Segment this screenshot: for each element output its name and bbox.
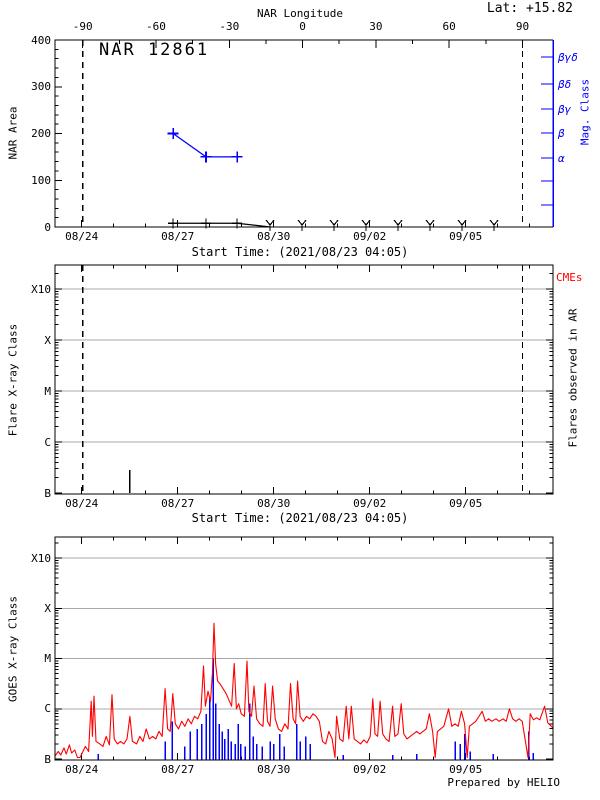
nar-area-tick-label: 200	[31, 127, 51, 140]
mag-class-tick-label: β	[558, 127, 565, 140]
xray-class-tick-label: X	[44, 333, 51, 347]
date-tick-label: 08/24	[65, 763, 99, 776]
nar-area-tick-label: 400	[31, 33, 51, 47]
flares-observed-label: Flares observed in AR	[566, 308, 580, 448]
longitude-tick-label: -90	[72, 20, 93, 33]
longitude-axis-title: NAR Longitude	[256, 7, 344, 20]
xray-class-tick-label: M	[44, 384, 51, 398]
xray-class-tick-label: X10	[31, 282, 51, 296]
longitude-tick-label: -30	[219, 20, 240, 33]
longitude-tick-label: 60	[442, 20, 456, 33]
date-tick-label: 08/30	[257, 230, 291, 243]
date-tick-label: 08/24	[65, 497, 99, 510]
cmes-label: CMEs	[556, 271, 583, 284]
active-region-title: NAR 12861	[99, 40, 210, 60]
date-tick-label: 08/30	[257, 497, 291, 510]
xray-class-tick-label: B	[44, 486, 51, 500]
xray-class-tick-label: X10	[31, 551, 51, 565]
date-tick-label: 09/02	[353, 230, 387, 243]
xray-class-tick-label: M	[44, 652, 51, 665]
mag-class-tick-label: βγ	[558, 103, 572, 116]
nar-area-tick-label: 100	[31, 173, 51, 187]
date-tick-label: 08/24	[65, 230, 99, 243]
date-tick-label: 08/27	[161, 497, 195, 510]
longitude-tick-label: -60	[146, 20, 166, 33]
date-tick-label: 09/05	[449, 230, 483, 243]
prepared-by-label: Prepared by HELIO	[447, 776, 560, 789]
nar-area-tick-label: 300	[31, 80, 51, 94]
latitude-label: Lat: +15.82	[486, 1, 573, 16]
start-time-label-middle: Start Time: (2021/08/23 04:05)	[191, 511, 409, 525]
xray-class-tick-label: C	[44, 702, 51, 716]
xray-class-tick-label: X	[44, 601, 51, 615]
xray-class-tick-label: B	[44, 752, 51, 766]
date-tick-label: 09/05	[449, 497, 483, 510]
longitude-tick-label: 90	[515, 20, 530, 33]
date-tick-label: 08/27	[161, 230, 195, 243]
mag-class-tick-label: βγδ	[558, 51, 578, 64]
nar-area-tick-label: 0	[44, 220, 51, 234]
date-tick-label: 09/02	[353, 763, 387, 776]
date-tick-label: 08/27	[161, 763, 195, 776]
date-tick-label: 09/02	[353, 497, 387, 510]
date-tick-label: 08/30	[257, 763, 291, 776]
date-tick-label: 09/05	[449, 763, 483, 776]
start-time-label-top: Start Time: (2021/08/23 04:05)	[191, 245, 409, 259]
mag-class-tick-label: βδ	[558, 78, 572, 91]
mag-class-tick-label: α	[558, 152, 565, 165]
longitude-tick-label: 30	[369, 20, 383, 33]
xray-class-tick-label: C	[44, 435, 51, 449]
longitude-tick-label: 0	[299, 20, 306, 33]
mag-class-axis-label: Mag. Class	[578, 78, 592, 146]
